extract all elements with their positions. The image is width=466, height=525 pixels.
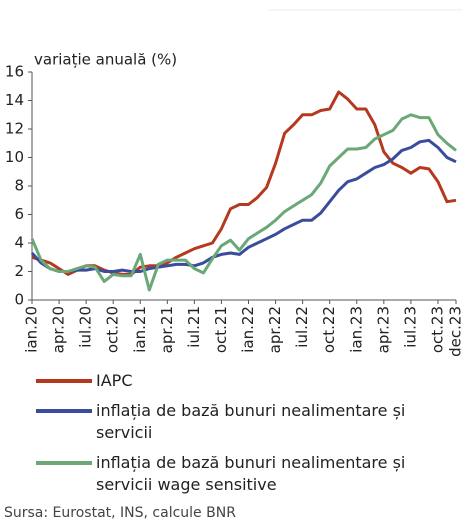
x-tick-label: oct.21 xyxy=(212,306,230,353)
y-tick-label: 10 xyxy=(5,148,24,166)
x-tick-label: ian.23 xyxy=(347,306,365,353)
x-tick-label: oct.20 xyxy=(104,306,122,353)
x-tick-label: dec.23 xyxy=(447,306,465,357)
y-axis-label: variație anuală (%) xyxy=(34,51,177,69)
y-tick-label: 14 xyxy=(5,91,24,109)
y-tick-label: 2 xyxy=(14,262,24,280)
x-tick-label: apr.22 xyxy=(266,306,284,353)
x-tick-label: ian.20 xyxy=(23,306,41,353)
series-line xyxy=(31,90,457,276)
x-tick-label: apr.21 xyxy=(158,306,176,353)
x-tick-label: iul.22 xyxy=(293,306,311,348)
x-tick-label: apr.20 xyxy=(50,306,68,353)
x-tick-label: iul.23 xyxy=(401,306,419,348)
series-line xyxy=(30,113,457,292)
y-tick-label: 8 xyxy=(14,177,24,195)
x-tick-label: iul.21 xyxy=(185,306,203,348)
y-tick-label: 0 xyxy=(14,291,24,309)
y-tick-label: 12 xyxy=(5,120,24,138)
source: Sursa: Eurostat, INS, calcule BNR xyxy=(4,505,236,521)
x-tick-label: ian.22 xyxy=(239,306,257,353)
x-tick-label: apr.23 xyxy=(374,306,392,353)
x-tick-label: ian.21 xyxy=(131,306,149,353)
legend-label: inflația de bază bunuri nealimentare și … xyxy=(96,401,406,442)
legend-swatch xyxy=(36,409,92,413)
legend-swatch xyxy=(36,379,92,383)
series-line xyxy=(30,138,457,273)
legend-swatch xyxy=(36,461,92,465)
x-tick-label: oct.23 xyxy=(428,306,446,353)
y-tick-label: 6 xyxy=(14,205,24,223)
legend-label: inflația de bază bunuri nealimentare și … xyxy=(96,453,406,494)
y-tick-label: 4 xyxy=(14,234,24,252)
x-tick-label: oct.22 xyxy=(320,306,338,353)
y-tick-label: 16 xyxy=(5,63,24,81)
x-tick-label: iul.20 xyxy=(77,306,95,348)
legend-label: IAPC xyxy=(96,371,133,390)
